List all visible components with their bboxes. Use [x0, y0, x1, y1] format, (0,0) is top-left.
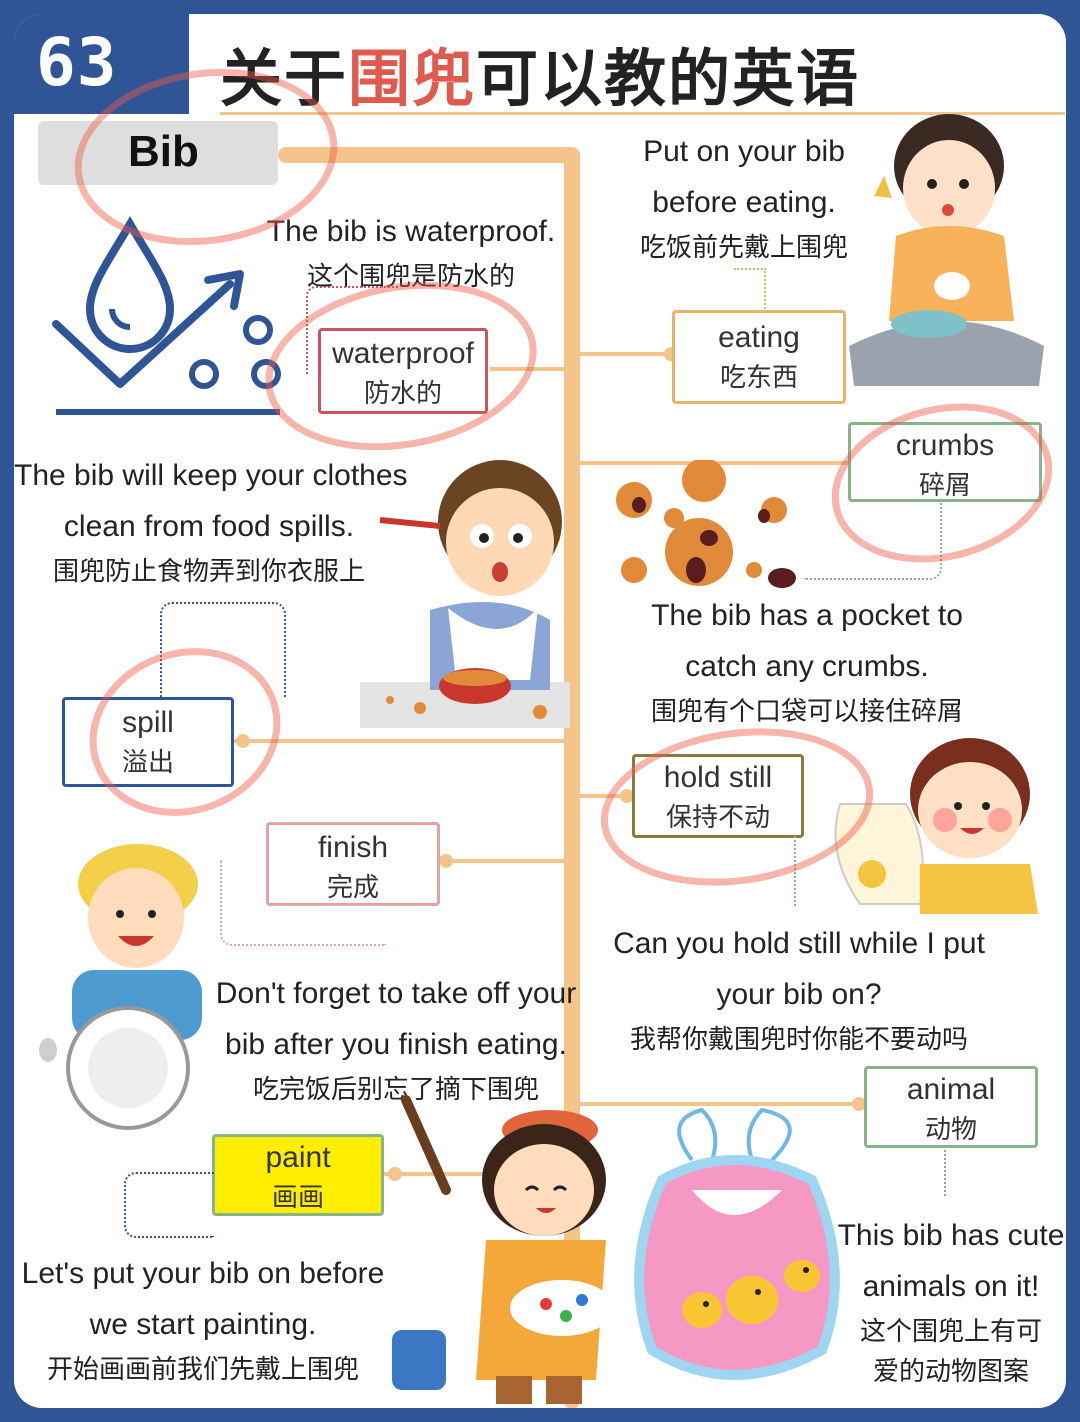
content-card: 63 关于围兜可以教的英语 Bib The bib is waterproof.…	[14, 14, 1066, 1408]
girl-painting-illustration	[392, 1095, 612, 1404]
branch-finish	[434, 859, 566, 863]
word-card-hold-still: hold still 保持不动	[632, 754, 804, 838]
word-card-waterproof: waterproof 防水的	[318, 328, 488, 414]
branch-dot	[620, 789, 634, 803]
branch-eating	[578, 352, 673, 356]
branch-top	[278, 147, 578, 163]
baby-spilling-food-illustration	[360, 460, 570, 728]
number-badge: 63	[14, 14, 189, 114]
cookie-crumbs-illustration	[616, 460, 796, 588]
water-drop-check-icon	[52, 215, 281, 415]
boy-holding-plate-illustration	[39, 844, 202, 1130]
word-card-spill: spill 溢出	[62, 697, 234, 787]
main-word: Bib	[128, 127, 199, 176]
connector-finish	[220, 860, 386, 946]
sentence-paint: Let's put your bib on before we start pa…	[21, 1257, 385, 1385]
connector-waterproof	[306, 286, 398, 374]
branch-dot	[236, 734, 250, 748]
branch-hold-still	[578, 794, 634, 798]
connector-animal	[944, 1146, 946, 1196]
girl-eating-illustration	[849, 114, 1044, 386]
word-card-paint: paint 画画	[212, 1134, 384, 1216]
branch-dot	[388, 1167, 402, 1181]
connector-crumbs	[804, 500, 942, 580]
branch-dot	[439, 854, 453, 868]
main-word-pill: Bib	[38, 121, 278, 185]
word-card-animal: animal 动物	[864, 1066, 1038, 1148]
word-card-eating: eating 吃东西	[672, 310, 846, 404]
connector-hold-still	[716, 836, 796, 906]
branch-waterproof	[490, 367, 566, 371]
page-number: 63	[36, 24, 118, 101]
connector-eating	[734, 268, 766, 312]
sentence-crumbs: The bib has a pocket to catch any crumbs…	[650, 599, 963, 727]
branch-stem	[564, 147, 580, 1408]
connector-paint	[124, 1172, 214, 1238]
branch-paint	[384, 1172, 566, 1176]
sentence-spill: The bib will keep your clothes clean fro…	[14, 459, 408, 587]
title-underline	[220, 112, 1065, 115]
branch-dot	[852, 1097, 866, 1111]
connector-spill	[160, 602, 286, 698]
page-title: 关于围兜可以教的英语	[220, 42, 861, 115]
branch-animal	[578, 1102, 864, 1106]
sentence-finish: Don't forget to take off your bib after …	[215, 977, 577, 1105]
pink-bib-chicks-illustration	[634, 1107, 840, 1380]
sentence-eating: Put on your bib before eating. 吃饭前先戴上围兜	[639, 135, 848, 263]
sentence-hold-still: Can you hold still while I put your bib …	[613, 927, 985, 1055]
word-card-crumbs: crumbs 碎屑	[848, 422, 1042, 502]
word-card-finish: finish 完成	[266, 822, 440, 906]
boy-with-bib-illustration	[834, 738, 1038, 914]
sentence-animal: This bib has cute animals on it! 这个围兜上有可…	[837, 1219, 1065, 1387]
branch-spill	[234, 739, 566, 743]
